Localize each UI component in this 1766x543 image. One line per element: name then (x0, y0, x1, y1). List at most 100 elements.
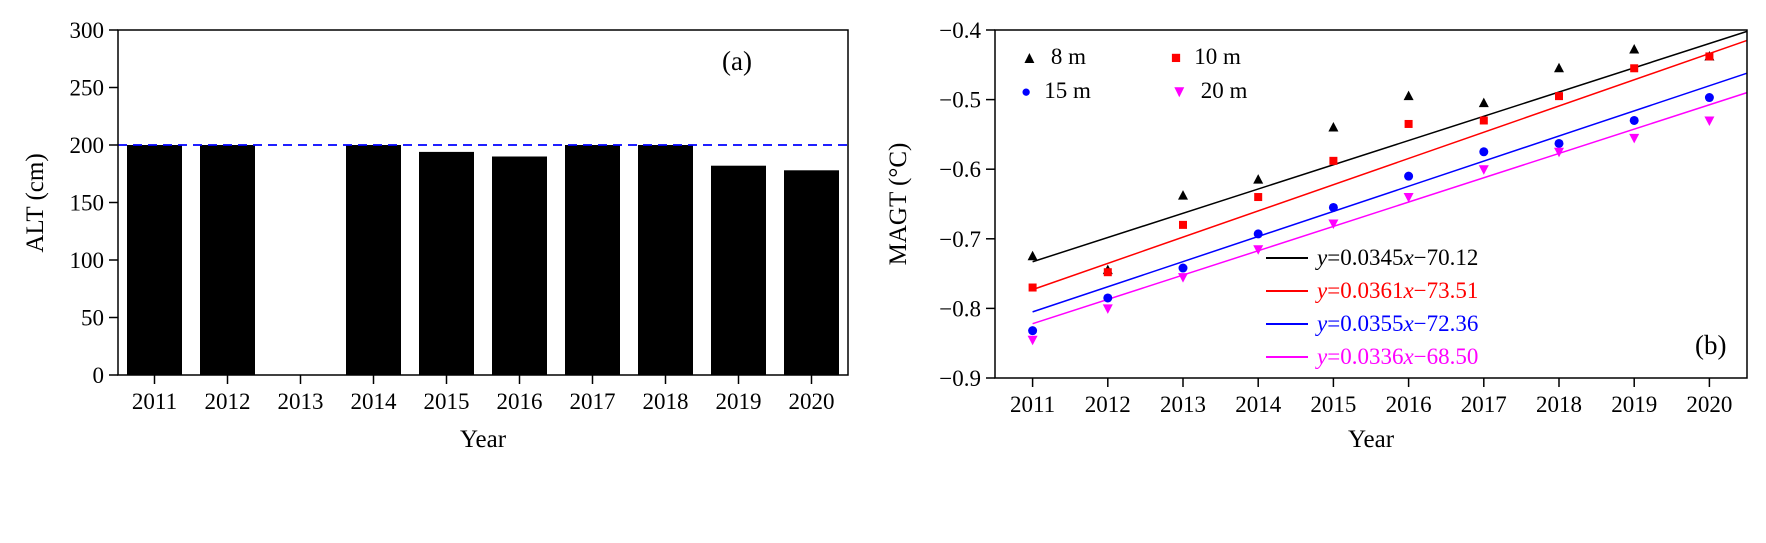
data-point (1478, 97, 1489, 108)
legend-label-10m: 10 m (1194, 44, 1241, 69)
equation-row-8m: y=0.0345x−70.12 (1266, 241, 1478, 274)
triangle-up-marker-icon: ▲ (1021, 47, 1038, 67)
data-point (1179, 220, 1187, 229)
plot-frame (994, 29, 1748, 379)
y-axis-label-magt: MAGT (°C) (885, 142, 912, 266)
y-tick-label: 300 (70, 18, 105, 43)
x-tick-label: 2013 (1160, 392, 1206, 417)
legend: ▲ 8 m ■ 10 m ● 15 m ▼ 20 m (1021, 44, 1247, 104)
y-tick-label: 0 (93, 363, 105, 388)
data-point (1328, 219, 1339, 229)
legend-item-15m: ● 15 m (1021, 78, 1091, 104)
panel-a: 0 50 100 150 200 250 300 2011 2012 2013 2014 2015 20… (22, 18, 849, 453)
x-tick-label: 2012 (205, 389, 251, 414)
data-point (1630, 64, 1639, 73)
y-tick-label: 200 (70, 133, 105, 158)
y-tick-label: −0.8 (939, 296, 981, 321)
data-point (1629, 115, 1639, 125)
fit-line-20m (1032, 91, 1748, 325)
x-tick-label: 2017 (570, 389, 616, 414)
y-tick-label: −0.7 (939, 227, 981, 252)
axes: −0.9 −0.8 −0.7 −0.6 −0.5 −0.4 2011 2012 2013 2014… (939, 18, 1732, 417)
y-axis-label-alt: ALT (cm) (22, 153, 49, 253)
panel-label-a: (a) (722, 46, 752, 76)
bar-2017 (565, 145, 620, 375)
fit-line-15m (1032, 72, 1748, 313)
y-tick-label: 250 (70, 76, 105, 101)
data-point (1253, 245, 1264, 255)
fit-equation-text-8m: y=0.0345x−70.12 (1317, 244, 1479, 270)
x-tick-label: 2011 (132, 389, 177, 414)
x-tick-label: 2015 (424, 389, 470, 414)
data-point (1178, 273, 1188, 283)
data-point (1705, 52, 1714, 61)
data-point (1704, 93, 1714, 103)
y-tick-label: −0.9 (939, 366, 981, 391)
x-tick-label: 2018 (643, 389, 689, 414)
x-tick-label: 2020 (789, 389, 835, 414)
panel-b: −0.9 −0.8 −0.7 −0.6 −0.5 −0.4 2011 2012 2013 2014… (883, 0, 1766, 543)
data-point (1328, 202, 1338, 212)
fit-line-swatch-20m (1266, 355, 1308, 358)
data-point (1329, 156, 1338, 165)
legend-label-15m: 15 m (1044, 78, 1091, 103)
bars (127, 145, 839, 375)
fit-equation-text-20m: y=0.0336x−68.50 (1317, 343, 1479, 369)
y-tick-label: 150 (70, 191, 105, 216)
x-tick-label: 2015 (1310, 392, 1356, 417)
legend-label-20m: 20 m (1200, 78, 1248, 103)
fit-line-swatch-10m (1266, 289, 1308, 292)
x-axis-label-year-b: Year (1347, 426, 1395, 453)
data-point (1027, 335, 1038, 346)
x-axis-label-year-a: Year (459, 426, 507, 453)
x-tick-label: 2017 (1461, 392, 1507, 417)
data-point (1403, 90, 1414, 101)
legend-label-8m: 8 m (1050, 44, 1086, 69)
data-point (1404, 171, 1414, 181)
series-10m (1028, 52, 1714, 292)
bar-2020 (784, 170, 839, 375)
data-point (1554, 138, 1564, 148)
equation-row-15m: y=0.0355x−72.36 (1266, 307, 1478, 340)
magt-scatter-chart: −0.9 −0.8 −0.7 −0.6 −0.5 −0.4 2011 2012 2013 2014… (939, 18, 1748, 417)
x-tick-label: 2018 (1536, 392, 1582, 417)
data-point (1178, 263, 1188, 273)
equation-row-20m: y=0.0336x−68.50 (1266, 340, 1478, 373)
equation-row-10m: y=0.0361x−73.51 (1266, 274, 1478, 307)
square-marker-icon: ■ (1170, 47, 1182, 67)
fit-line-8m (1032, 30, 1748, 263)
data-point (1028, 326, 1038, 336)
circle-marker-icon: ● (1021, 81, 1032, 101)
x-tick-label: 2019 (1611, 392, 1657, 417)
bar-2018 (638, 145, 693, 375)
data-point (1103, 293, 1113, 303)
fit-line-swatch-8m (1266, 256, 1308, 259)
data-point (1027, 250, 1038, 261)
bar-2011 (127, 145, 182, 375)
data-point (1328, 121, 1339, 132)
y-tick-label: −0.5 (939, 88, 981, 113)
legend-item-8m: ▲ 8 m (1021, 44, 1091, 70)
x-tick-label: 2016 (497, 389, 543, 414)
data-point (1479, 147, 1489, 157)
data-point (1102, 304, 1113, 314)
fit-line-swatch-15m (1266, 322, 1308, 325)
data-point (1555, 92, 1563, 101)
axes: 0 50 100 150 200 250 300 2011 2012 2013 2014 2015 20… (70, 18, 835, 414)
x-tick-label: 2012 (1085, 392, 1131, 417)
x-tick-label: 2016 (1386, 392, 1432, 417)
y-tick-label: −0.4 (939, 18, 981, 43)
data-point (1028, 283, 1037, 292)
alt-bar-chart: 0 50 100 150 200 250 300 2011 2012 2013 2014 2015 20… (70, 18, 849, 414)
legend-item-20m: ▼ 20 m (1171, 78, 1247, 104)
bar-2014 (346, 145, 401, 375)
fit-equation-text-10m: y=0.0361x−73.51 (1317, 277, 1479, 303)
data-point (1103, 268, 1112, 277)
y-tick-label: 50 (81, 306, 104, 331)
data-point (1404, 119, 1413, 128)
panel-label-b: (b) (1695, 330, 1727, 360)
data-point (1478, 165, 1489, 175)
data-point (1253, 174, 1264, 184)
data-point (1554, 62, 1564, 73)
